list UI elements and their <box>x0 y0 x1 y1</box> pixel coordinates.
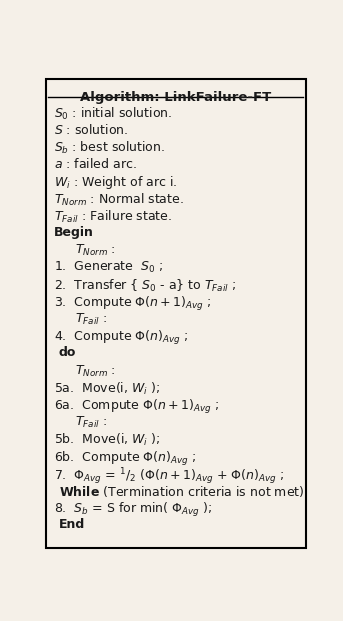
Text: $\mathit{S}_b$ : best solution.: $\mathit{S}_b$ : best solution. <box>54 140 165 156</box>
Text: $\mathit{S}_0$ : initial solution.: $\mathit{S}_0$ : initial solution. <box>54 106 172 122</box>
Text: 4.  Compute $\Phi(n)_{Avg}$ ;: 4. Compute $\Phi(n)_{Avg}$ ; <box>54 329 188 347</box>
Text: 5b.  Move(i, $\mathit{W}_i$ );: 5b. Move(i, $\mathit{W}_i$ ); <box>54 432 160 448</box>
Text: 2.  Transfer { $\mathit{S}_0$ - a} to $\mathit{T}_{Fail}$ ;: 2. Transfer { $\mathit{S}_0$ - a} to $\m… <box>54 278 236 294</box>
FancyBboxPatch shape <box>46 79 306 548</box>
Text: Algorithm: LinkFailure-FT: Algorithm: LinkFailure-FT <box>80 91 271 104</box>
Text: $\mathit{T}_{Fail}$ :: $\mathit{T}_{Fail}$ : <box>75 312 107 327</box>
Text: 3.  Compute $\Phi(n+1)_{Avg}$ ;: 3. Compute $\Phi(n+1)_{Avg}$ ; <box>54 295 211 313</box>
Text: 8.  $\mathit{S}_b$ = S for min( $\Phi_{Avg}$ );: 8. $\mathit{S}_b$ = S for min( $\Phi_{Av… <box>54 501 212 519</box>
Text: 6b.  Compute $\Phi(n)_{Avg}$ ;: 6b. Compute $\Phi(n)_{Avg}$ ; <box>54 450 196 468</box>
Text: $\mathit{T}_{Fail}$ :: $\mathit{T}_{Fail}$ : <box>75 415 107 430</box>
Text: $\mathit{T}_{Norm}$ : Normal state.: $\mathit{T}_{Norm}$ : Normal state. <box>54 191 184 207</box>
Text: 7.  $\Phi_{Avg}$ = $^1/_2$ ($\Phi(n+1)_{Avg}$ + $\Phi(n)_{Avg}$ ;: 7. $\Phi_{Avg}$ = $^1/_2$ ($\Phi(n+1)_{A… <box>54 467 284 487</box>
Text: $\mathit{T}_{Norm}$ :: $\mathit{T}_{Norm}$ : <box>75 363 116 379</box>
Text: Begin: Begin <box>54 226 93 239</box>
Text: End: End <box>59 519 85 532</box>
Text: $\mathit{T}_{Fail}$ : Failure state.: $\mathit{T}_{Fail}$ : Failure state. <box>54 209 172 225</box>
Text: $\mathit{W}_i$ : Weight of arc i.: $\mathit{W}_i$ : Weight of arc i. <box>54 175 177 191</box>
Text: $\mathbf{While}$ (Termination criteria is not met): $\mathbf{While}$ (Termination criteria i… <box>59 484 304 499</box>
Text: 1.  Generate  $\mathit{S}_0$ ;: 1. Generate $\mathit{S}_0$ ; <box>54 260 162 276</box>
Text: $\mathit{T}_{Norm}$ :: $\mathit{T}_{Norm}$ : <box>75 243 116 258</box>
Text: 5a.  Move(i, $\mathit{W}_i$ );: 5a. Move(i, $\mathit{W}_i$ ); <box>54 381 159 397</box>
Text: $\mathit{S}$ : solution.: $\mathit{S}$ : solution. <box>54 123 128 137</box>
Text: do: do <box>59 347 76 360</box>
Text: 6a.  Compute $\Phi(n+1)_{Avg}$ ;: 6a. Compute $\Phi(n+1)_{Avg}$ ; <box>54 398 219 416</box>
Text: $\mathit{a}$ : failed arc.: $\mathit{a}$ : failed arc. <box>54 157 136 171</box>
